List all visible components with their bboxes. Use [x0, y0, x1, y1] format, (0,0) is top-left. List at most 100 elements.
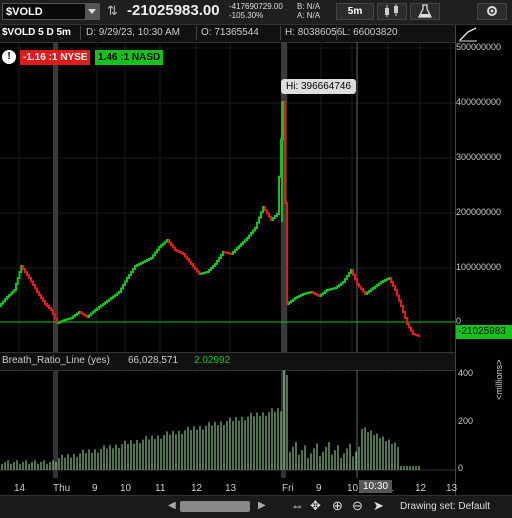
scroll-left-icon[interactable]: ◀ [168, 500, 176, 511]
nyse-ratio-label: -1.16 :1 NYSE [20, 50, 91, 65]
x-tick-label: 11 [155, 483, 166, 494]
y-tick-label: 0 [456, 316, 462, 326]
cursor-icon[interactable]: ➤ [373, 498, 384, 513]
pan-icon[interactable]: ⇔ [291, 498, 304, 513]
candle [226, 251, 228, 254]
candle [356, 278, 358, 285]
candle [92, 310, 94, 315]
candle [136, 264, 138, 267]
candle [398, 294, 400, 302]
candle [206, 271, 208, 274]
link-icon[interactable]: ⇅ [107, 3, 118, 18]
bottom-bar: ◀ ▶ ⇔ ✥ ⊕ ⊖ ➤ Drawing set: Default [0, 495, 512, 518]
x-tick-label: 10 [120, 483, 132, 494]
candle [318, 294, 320, 297]
scroll-thumb[interactable] [180, 501, 250, 512]
candle [182, 252, 184, 255]
zoom-in-icon[interactable]: ⊕ [332, 498, 343, 513]
candle [236, 247, 238, 251]
alert-icon[interactable]: ! [2, 50, 16, 64]
candle [38, 291, 40, 296]
chart-title: $VOLD 5 D 5m [2, 27, 71, 38]
study-chart[interactable] [0, 370, 455, 478]
candle [154, 251, 156, 257]
ask: A: N/A [297, 11, 321, 20]
candle [258, 216, 260, 224]
candle [294, 297, 296, 301]
candle [204, 271, 206, 274]
symbol-selector[interactable]: $VOLD [2, 3, 100, 20]
symbol-dropdown-icon[interactable] [85, 4, 99, 19]
candle [168, 239, 170, 244]
candle [146, 259, 148, 262]
candle [390, 277, 392, 283]
candle [281, 102, 283, 222]
candle [192, 263, 194, 268]
flask-icon [417, 4, 433, 18]
candle [216, 260, 218, 265]
candle [65, 318, 67, 321]
x-tick-label: 13 [225, 483, 237, 494]
candle [222, 251, 224, 256]
candle [18, 271, 21, 279]
price-chart[interactable] [0, 42, 455, 372]
candle [15, 283, 17, 291]
scroll-right-icon[interactable]: ▶ [258, 500, 266, 511]
candle [16, 277, 19, 285]
candle [336, 285, 338, 289]
candle [116, 292, 118, 296]
candlestick-icon [385, 4, 398, 17]
chart-type-button[interactable] [377, 3, 407, 20]
candle [13, 289, 16, 293]
candle [200, 272, 202, 275]
bar-high: H: 80386056 [285, 27, 343, 38]
candle [276, 213, 278, 217]
candle [68, 317, 71, 320]
x-tick-label: 12 [191, 483, 203, 494]
candle [348, 272, 350, 277]
candle [290, 300, 292, 304]
candle [162, 242, 164, 247]
candle [26, 271, 28, 276]
candle [48, 305, 50, 309]
candle [328, 288, 330, 291]
candle [54, 313, 56, 320]
candle [310, 291, 312, 294]
candle [130, 271, 132, 276]
scale-icon[interactable] [458, 26, 478, 42]
candle [186, 255, 188, 260]
candle [40, 294, 42, 299]
candle [314, 292, 316, 295]
zoom-out-icon[interactable]: ⊖ [352, 498, 363, 513]
candle [274, 215, 276, 219]
timeframe-button[interactable]: 5m [336, 3, 374, 20]
current-price-label: -21025983 [456, 325, 512, 339]
candle [246, 237, 248, 241]
candle [194, 265, 196, 270]
price-axis[interactable] [455, 25, 512, 495]
divider [336, 26, 337, 40]
candle [190, 260, 192, 265]
candle [380, 281, 382, 285]
study-value-2: 2.02992 [194, 355, 231, 366]
settings-button[interactable] [477, 3, 507, 20]
bar-low: L: 66003820 [342, 27, 398, 38]
move-icon[interactable]: ✥ [310, 498, 321, 513]
studies-button[interactable] [410, 3, 440, 20]
candle [188, 258, 190, 263]
symbol-text: $VOLD [6, 6, 43, 18]
candle [242, 241, 244, 245]
candle [358, 283, 360, 288]
drawing-set[interactable]: Drawing set: Default [400, 501, 491, 512]
high-tooltip: Hi: 396664746 [281, 79, 357, 94]
candle [94, 309, 96, 313]
candle [404, 311, 406, 319]
candle [170, 241, 172, 246]
candle [396, 289, 398, 297]
candle [324, 290, 326, 294]
candle [224, 251, 226, 254]
candle [268, 212, 270, 218]
candle [364, 290, 366, 295]
candle [98, 306, 100, 310]
candle [61, 319, 64, 323]
